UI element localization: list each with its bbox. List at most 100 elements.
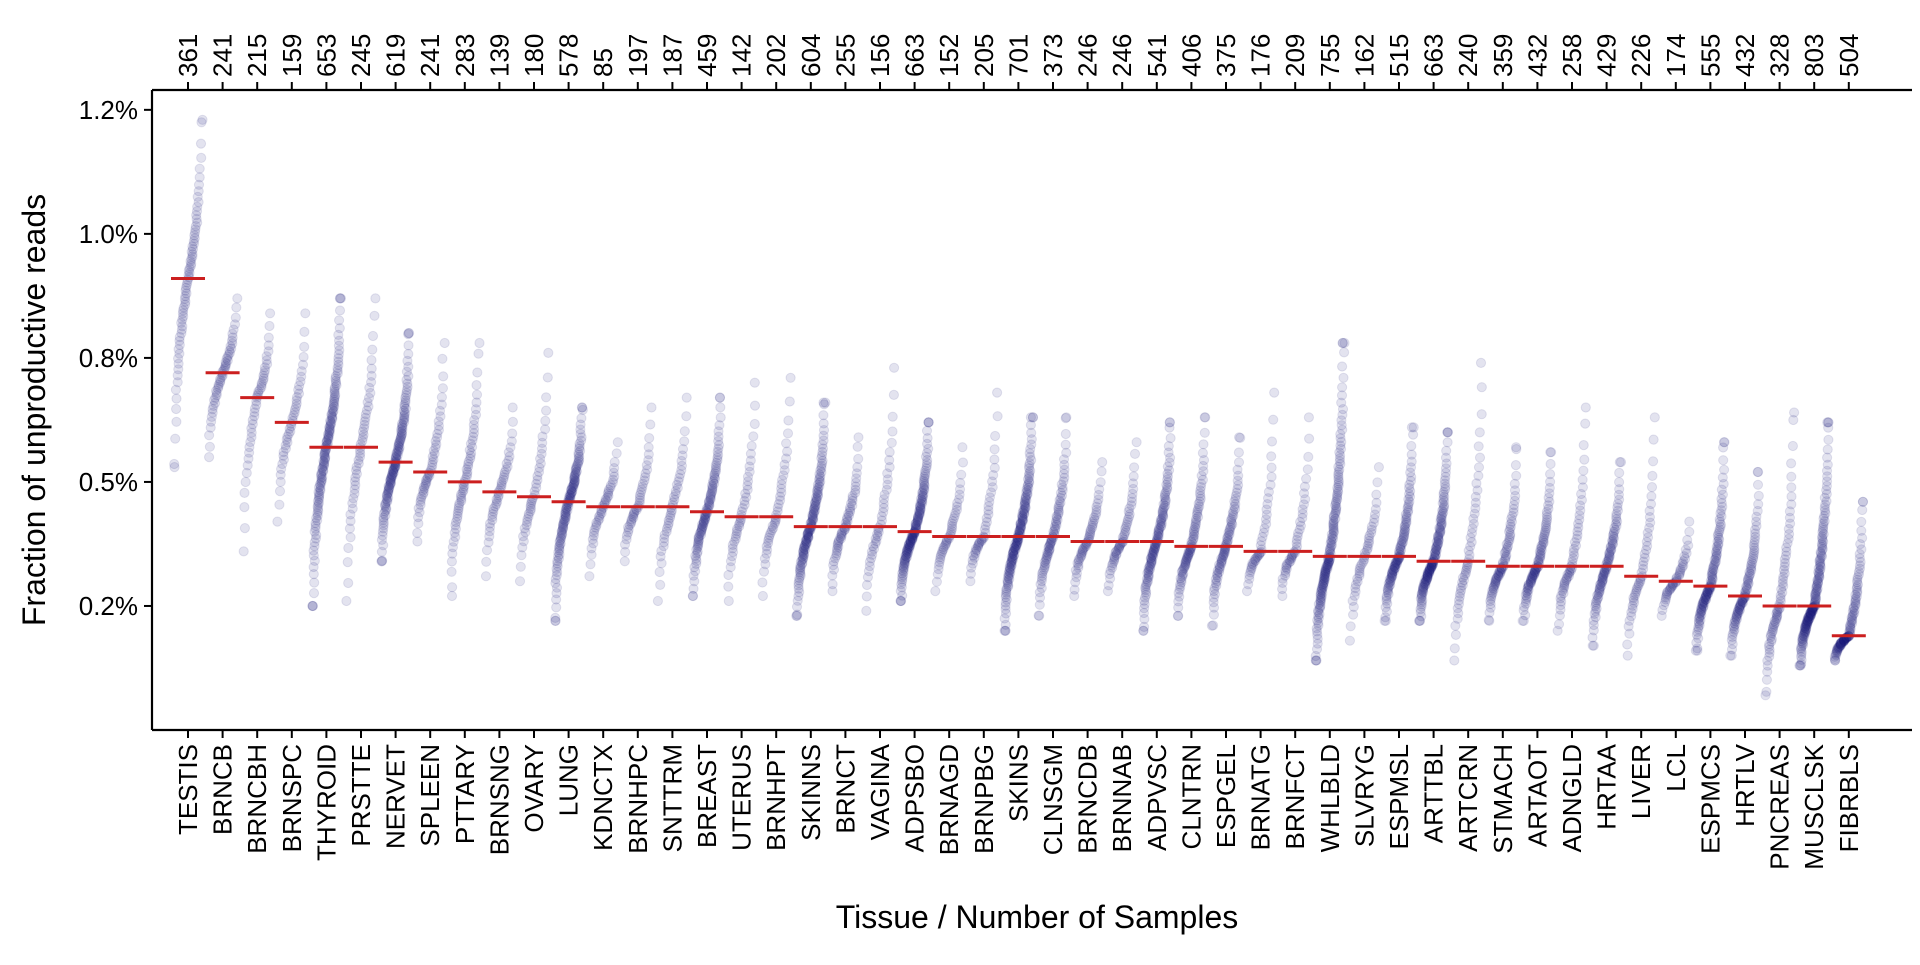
- data-point: [309, 526, 320, 537]
- data-point: [1200, 412, 1211, 423]
- data-point: [222, 355, 233, 366]
- sample-count-label: 152: [934, 34, 964, 77]
- data-point: [1646, 482, 1658, 493]
- data-point: [378, 520, 389, 531]
- data-point: [384, 482, 395, 493]
- data-point: [576, 402, 588, 413]
- data-point: [196, 152, 207, 163]
- data-point: [446, 590, 458, 602]
- data-point: [330, 373, 341, 384]
- data-point: [402, 355, 413, 366]
- data-point: [827, 579, 838, 590]
- data-point: [221, 353, 232, 364]
- data-point: [310, 523, 321, 534]
- sample-count-label: 226: [1626, 34, 1656, 77]
- x-tick-label-kdnctx: KDNCTX: [588, 744, 618, 851]
- data-point: [316, 467, 327, 478]
- data-point: [176, 328, 187, 339]
- data-point: [289, 407, 300, 418]
- data-point: [1473, 441, 1484, 452]
- data-point: [399, 414, 410, 425]
- data-point: [377, 530, 388, 541]
- data-point: [1269, 387, 1280, 398]
- data-point: [392, 450, 403, 461]
- data-point: [345, 532, 356, 543]
- x-tick-label-brnpbg: BRNPBG: [969, 744, 999, 854]
- data-point: [400, 392, 411, 403]
- data-point: [431, 439, 442, 450]
- data-point: [184, 263, 195, 274]
- tissue-strip-pncreas: [1760, 407, 1800, 701]
- data-point: [415, 496, 426, 507]
- data-point: [436, 392, 447, 403]
- data-point: [259, 368, 270, 379]
- data-point: [377, 555, 388, 566]
- data-point: [206, 416, 217, 427]
- tissue-strip-skins: [999, 412, 1039, 636]
- data-point: [385, 479, 396, 490]
- data-point: [381, 491, 393, 502]
- data-point: [342, 557, 353, 568]
- data-point: [550, 612, 561, 624]
- data-point: [989, 462, 1000, 473]
- data-point: [462, 469, 473, 480]
- data-point: [723, 581, 734, 592]
- data-point: [749, 418, 760, 430]
- data-point: [174, 331, 185, 343]
- data-point: [1131, 437, 1142, 448]
- data-point: [1648, 434, 1659, 445]
- data-point: [211, 390, 222, 401]
- data-point: [309, 555, 320, 567]
- data-point: [388, 464, 399, 475]
- x-tick-label-pncreas: PNCREAS: [1765, 744, 1795, 870]
- data-point: [331, 380, 342, 391]
- data-point: [886, 437, 897, 448]
- data-point: [263, 332, 274, 343]
- data-point: [421, 476, 432, 487]
- x-tick-label-snttrm: SNTTRM: [657, 744, 687, 852]
- data-point: [456, 489, 467, 500]
- data-point: [1649, 412, 1660, 423]
- data-point: [402, 381, 413, 392]
- data-point: [783, 415, 794, 426]
- data-point: [1580, 418, 1591, 429]
- data-point: [483, 537, 494, 548]
- data-point: [1684, 516, 1695, 527]
- data-point: [1208, 620, 1219, 631]
- data-point: [347, 498, 358, 509]
- sample-count-label: 202: [761, 34, 791, 77]
- data-point: [323, 432, 334, 443]
- data-point: [205, 422, 216, 433]
- data-point: [467, 435, 478, 446]
- data-point: [364, 382, 375, 393]
- data-point: [308, 550, 319, 561]
- data-point: [333, 359, 344, 370]
- data-point: [1129, 448, 1141, 459]
- data-point: [229, 319, 241, 330]
- data-point: [178, 311, 189, 322]
- data-point: [392, 445, 403, 456]
- tissue-strip-brncb: [204, 293, 243, 463]
- data-point: [401, 384, 412, 396]
- data-point: [609, 457, 620, 468]
- data-point: [388, 468, 399, 479]
- x-tick-label-lung: LUNG: [554, 744, 584, 816]
- x-tick-label-brncdb: BRNCDB: [1073, 744, 1103, 854]
- data-point: [187, 249, 198, 260]
- x-tick-label-espgel: ESPGEL: [1211, 744, 1241, 848]
- data-point: [450, 531, 461, 543]
- data-point: [212, 383, 223, 394]
- data-point: [784, 396, 795, 407]
- sample-count-label: 139: [484, 34, 514, 77]
- data-point: [291, 395, 302, 406]
- sample-count-label: 459: [692, 34, 722, 77]
- data-point: [782, 428, 794, 439]
- data-point: [399, 401, 410, 412]
- data-point: [227, 338, 238, 349]
- data-point: [334, 305, 346, 316]
- data-point: [370, 293, 381, 304]
- data-point: [254, 384, 265, 395]
- x-tick-label-testis: TESTIS: [173, 744, 203, 835]
- data-point: [196, 117, 207, 128]
